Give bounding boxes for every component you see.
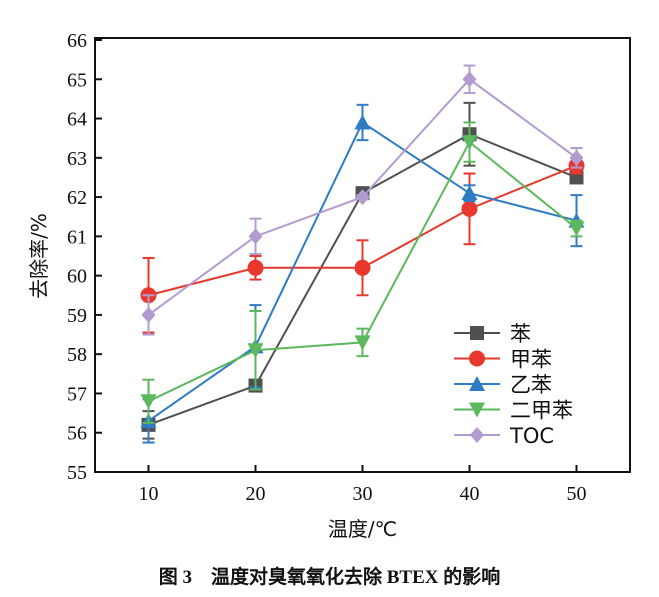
data-point: [569, 149, 584, 166]
y-tick-label: 63: [67, 148, 87, 170]
y-tick-label: 64: [67, 109, 87, 131]
y-tick-label: 65: [67, 69, 87, 91]
y-tick-label: 60: [67, 266, 87, 288]
y-tick-label: 66: [67, 30, 87, 52]
y-tick-label: 61: [67, 226, 87, 248]
series-1: [140, 156, 585, 334]
data-point: [461, 185, 478, 201]
line-chart: 55 56 57 58 59 60 61 62 63 64 65 66 10 20 30 40 50 温度/℃ 去除…: [27, 30, 631, 541]
data-point: [354, 259, 371, 276]
x-axis-label: 温度/℃: [328, 517, 397, 541]
data-point: [461, 135, 478, 151]
x-tick-label: 30: [353, 483, 373, 505]
x-tick-label: 10: [139, 483, 159, 505]
legend-item: 甲苯: [454, 348, 552, 372]
y-tick-label: 59: [67, 305, 87, 327]
data-point: [140, 394, 157, 410]
y-tick-label: 57: [67, 383, 87, 405]
legend-marker: [470, 427, 484, 443]
y-tick-label: 55: [67, 462, 87, 484]
y-tick-label: 56: [67, 423, 87, 445]
legend-marker: [469, 350, 485, 367]
x-tick-label: 40: [460, 483, 480, 505]
legend-label: 苯: [510, 322, 531, 346]
data-point: [461, 200, 478, 217]
y-axis-label: 去除率/%: [27, 213, 51, 299]
y-tick-label: 58: [67, 344, 87, 366]
x-tick-label: 50: [567, 483, 587, 505]
data-point: [247, 343, 264, 359]
legend-marker: [469, 376, 485, 391]
legend-label: 乙苯: [510, 373, 552, 397]
data-point: [248, 228, 263, 245]
data-point: [355, 189, 370, 206]
y-tick-label: 62: [67, 187, 87, 209]
x-tick-label: 20: [246, 483, 266, 505]
legend-marker: [470, 326, 484, 340]
legend-label: 二甲苯: [510, 399, 573, 423]
legend-marker: [469, 402, 485, 418]
legend-item: 苯: [454, 322, 531, 346]
legend-item: 乙苯: [454, 373, 552, 397]
legend-label: TOC: [509, 424, 554, 448]
data-point: [354, 114, 371, 130]
series-4: [141, 64, 584, 336]
data-point: [354, 335, 371, 351]
data-point: [247, 259, 264, 276]
legend-item: TOC: [454, 424, 554, 448]
figure-caption: 图 3 温度对臭氧氧化去除 BTEX 的影响: [158, 567, 501, 588]
data-point: [462, 71, 477, 88]
series-3: [140, 121, 585, 424]
data-point: [141, 306, 156, 323]
data-point: [568, 221, 585, 237]
legend-item: 二甲苯: [454, 399, 573, 423]
legend-label: 甲苯: [510, 348, 552, 372]
